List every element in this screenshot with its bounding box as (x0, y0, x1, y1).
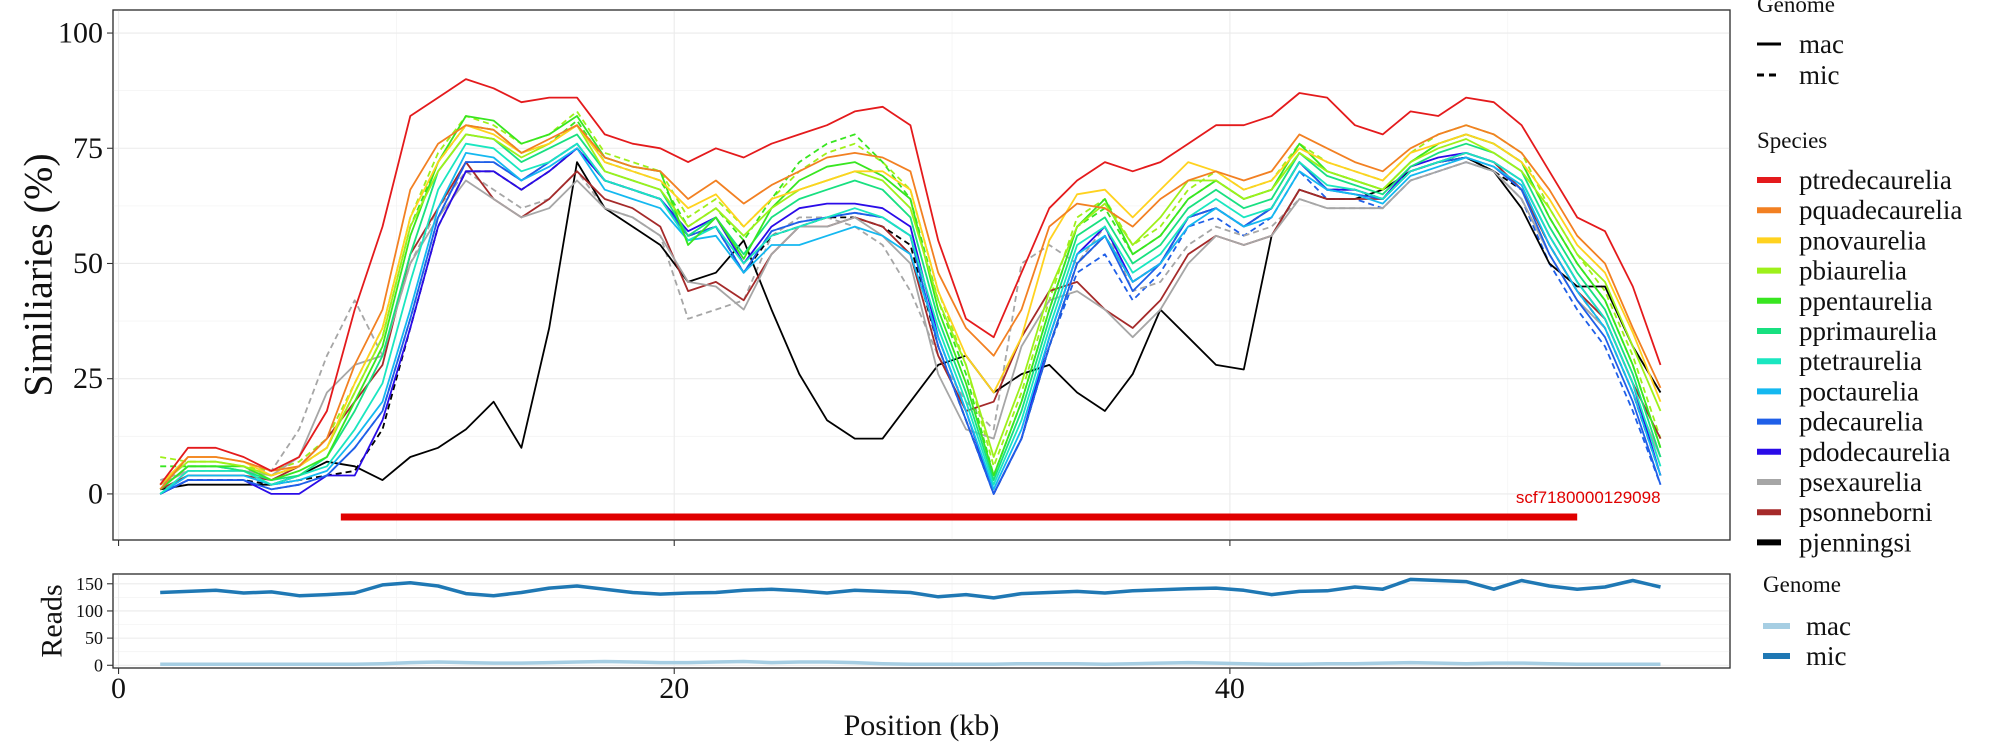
legend-title-species: Species (1757, 128, 1827, 153)
similarity-y-tick-label: 50 (73, 247, 103, 280)
series-line-pnovaurelia-mac (159, 124, 1662, 486)
legend-label-species-ptetraurelia: ptetraurelia (1799, 346, 1922, 376)
x-tick-label: 0 (111, 672, 126, 705)
legend-area: GenomemacmicSpeciesptredecaureliapquadec… (1757, 0, 1962, 671)
scaffold-label: scf7180000129098 (1516, 488, 1661, 507)
reads-y-tick-label: 0 (94, 655, 103, 675)
legend-label-species-ptredecaurelia: ptredecaurelia (1799, 165, 1952, 195)
x-axis: 0 20 40 Position (kb) (111, 672, 1245, 742)
series-line-ptredecaurelia-mac (159, 78, 1662, 486)
x-tick-label: 20 (659, 672, 689, 705)
legend-title-genome-lines: Genome (1757, 0, 1835, 17)
legend-label-genome-mac: mac (1799, 29, 1844, 59)
legend-label-species-pprimaurelia: pprimaurelia (1799, 316, 1937, 346)
legend-label-species-pnovaurelia: pnovaurelia (1799, 225, 1926, 255)
reads-y-tick-label: 50 (85, 628, 103, 648)
legend-label-reads-mac: mac (1806, 611, 1851, 641)
legend-label-species-pbiaurelia: pbiaurelia (1799, 256, 1907, 286)
similarity-y-tick-label: 0 (88, 477, 103, 510)
legend-label-reads-mic: mic (1806, 641, 1847, 671)
legend-label-species-pdodecaurelia: pdodecaurelia (1799, 437, 1950, 467)
y-axis-title-reads: Reads (36, 584, 69, 657)
x-tick-label: 40 (1215, 672, 1245, 705)
legend-label-species-pquadecaurelia: pquadecaurelia (1799, 195, 1962, 225)
legend-label-species-pjenningsi: pjenningsi (1799, 527, 1912, 557)
reads-y-tick-label: 150 (76, 574, 103, 594)
legend-label-genome-mic: mic (1799, 60, 1840, 90)
similarity-y-tick-label: 100 (58, 17, 103, 50)
similarity-y-tick-label: 75 (73, 132, 103, 165)
legend-label-species-pdecaurelia: pdecaurelia (1799, 407, 1923, 437)
similarity-y-tick-label: 25 (73, 362, 103, 395)
legend-title-genome-reads: Genome (1763, 572, 1841, 597)
x-axis-title: Position (kb) (844, 709, 1000, 742)
series-line-psexaurelia-mac (159, 161, 1662, 486)
reads-panel: 0 50 100 150 Reads (36, 573, 1731, 675)
y-axis-title-similarity: Similiaries (%) (16, 153, 61, 396)
reads-line-mic (160, 577, 1661, 600)
reads-border (112, 573, 1731, 669)
series-line-pbiaurelia-mac (159, 124, 1662, 486)
similarity-panel: 0 25 50 75 100 scf7180000129098 Similiaries (%… (16, 9, 1731, 546)
legend-label-species-ppentaurelia: ppentaurelia (1799, 286, 1932, 316)
similarity-border (112, 9, 1731, 541)
legend-label-species-psexaurelia: psexaurelia (1799, 467, 1922, 497)
series-line-ptetraurelia-mac (159, 142, 1662, 495)
series-line-pprimaurelia-mac (159, 133, 1662, 490)
reads-y-tick-label: 100 (76, 601, 103, 621)
series-line-pquadecaurelia-mac (159, 124, 1662, 490)
legend-label-species-poctaurelia: poctaurelia (1799, 376, 1919, 406)
reads-line-mac (160, 659, 1661, 666)
legend-label-species-psonneborni: psonneborni (1799, 497, 1932, 527)
series-line-poctaurelia-mac (159, 147, 1662, 495)
